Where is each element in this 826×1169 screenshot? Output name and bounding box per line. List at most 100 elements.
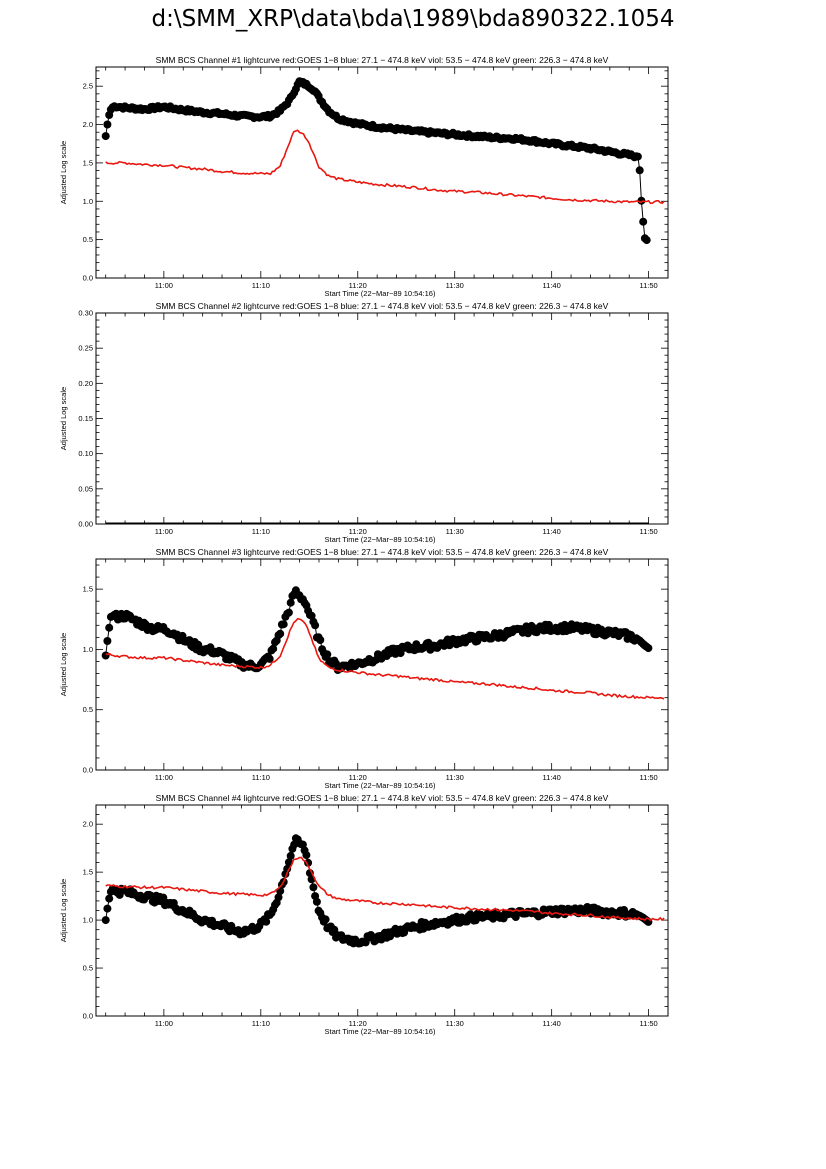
- data-point: [103, 904, 112, 913]
- y-axis-label: Adjusted Log scale: [59, 387, 68, 450]
- data-point: [103, 120, 112, 129]
- chart-title: SMM BCS Channel #2 lightcurve red:GOES 1…: [156, 301, 609, 311]
- x-tick-label: 11:50: [640, 527, 658, 536]
- x-tick-label: 11:30: [446, 281, 464, 290]
- plot-area: [101, 77, 665, 245]
- x-tick-label: 11:40: [543, 1019, 561, 1028]
- data-point: [284, 608, 293, 617]
- x-tick-label: 11:40: [543, 527, 561, 536]
- x-tick-label: 11:20: [349, 1019, 367, 1028]
- data-point: [283, 864, 292, 873]
- data-point: [323, 650, 332, 659]
- x-tick-label: 11:00: [155, 281, 173, 290]
- series-line: [105, 80, 648, 241]
- y-tick-label: 1.5: [83, 158, 93, 167]
- x-axis-label: Start Time (22−Mar−89 10:54:16): [325, 535, 436, 544]
- x-tick-label: 11:20: [349, 281, 367, 290]
- plot-frame: [95, 66, 669, 279]
- series-line: [105, 617, 665, 700]
- chart-panel-4: SMM BCS Channel #4 lightcurve red:GOES 1…: [59, 793, 669, 1036]
- y-tick-label: 1.0: [83, 645, 93, 654]
- data-point: [279, 620, 288, 629]
- y-tick-label: 2.0: [83, 120, 93, 129]
- data-point: [101, 916, 110, 925]
- data-point: [286, 598, 295, 607]
- x-tick-label: 11:10: [252, 773, 270, 782]
- x-tick-label: 11:10: [252, 1019, 270, 1028]
- data-point: [321, 915, 330, 924]
- y-tick-label: 0.5: [83, 964, 93, 973]
- y-tick-label: 0.25: [78, 344, 93, 353]
- x-tick-label: 11:50: [640, 773, 658, 782]
- x-tick-label: 11:30: [446, 527, 464, 536]
- x-tick-label: 11:30: [446, 1019, 464, 1028]
- x-tick-label: 11:50: [640, 1019, 658, 1028]
- data-point: [274, 893, 283, 902]
- data-point: [635, 166, 644, 175]
- chart-title: SMM BCS Channel #3 lightcurve red:GOES 1…: [156, 547, 609, 557]
- y-tick-label: 0.30: [78, 309, 93, 318]
- data-point: [262, 917, 271, 926]
- y-axis-label: Adjusted Log scale: [59, 633, 68, 696]
- x-tick-label: 11:40: [543, 773, 561, 782]
- data-point: [311, 621, 320, 630]
- y-tick-label: 1.5: [83, 585, 93, 594]
- data-point: [312, 897, 321, 906]
- data-point: [642, 236, 651, 245]
- data-point: [105, 623, 114, 632]
- data-point: [284, 858, 293, 867]
- data-point: [265, 654, 274, 663]
- chart-panel-3: SMM BCS Channel #3 lightcurve red:GOES 1…: [59, 547, 669, 790]
- plot-frame: [95, 558, 669, 771]
- y-tick-label: 1.0: [83, 916, 93, 925]
- plot-area: [101, 586, 665, 700]
- data-point: [276, 629, 285, 638]
- y-tick-label: 0.0: [83, 274, 93, 283]
- data-point: [302, 851, 311, 860]
- plot-frame: [95, 312, 669, 525]
- series-line: [105, 856, 665, 922]
- x-tick-label: 11:20: [349, 773, 367, 782]
- data-point: [309, 883, 318, 892]
- x-tick-label: 11:30: [446, 773, 464, 782]
- data-point: [101, 651, 110, 660]
- data-point: [105, 894, 114, 903]
- y-tick-label: 2.5: [83, 82, 93, 91]
- x-tick-label: 11:50: [640, 281, 658, 290]
- x-axis-label: Start Time (22−Mar−89 10:54:16): [325, 289, 436, 298]
- y-tick-label: 0.5: [83, 705, 93, 714]
- y-tick-label: 0.00: [78, 520, 93, 529]
- y-tick-label: 1.5: [83, 868, 93, 877]
- data-point: [101, 132, 110, 141]
- x-tick-label: 11:10: [252, 527, 270, 536]
- chart-title: SMM BCS Channel #4 lightcurve red:GOES 1…: [156, 793, 609, 803]
- y-tick-label: 2.0: [83, 820, 93, 829]
- data-point: [316, 636, 325, 644]
- chart-title: SMM BCS Channel #1 lightcurve red:GOES 1…: [156, 55, 609, 65]
- data-point: [473, 637, 482, 646]
- data-point: [637, 196, 646, 205]
- page-title: d:\SMM_XRP\data\bda\1989\bda890322.1054: [151, 6, 675, 32]
- x-tick-label: 11:10: [252, 281, 270, 290]
- data-point: [269, 644, 278, 653]
- y-axis-label: Adjusted Log scale: [59, 879, 68, 942]
- x-axis-label: Start Time (22−Mar−89 10:54:16): [325, 1027, 436, 1036]
- y-tick-label: 0.5: [83, 235, 93, 244]
- y-axis-label: Adjusted Log scale: [59, 141, 68, 204]
- x-tick-label: 11:00: [155, 527, 173, 536]
- data-point: [633, 152, 642, 161]
- x-tick-label: 11:00: [155, 1019, 173, 1028]
- y-tick-label: 0.10: [78, 449, 93, 458]
- plot-area: [101, 834, 665, 948]
- x-tick-label: 11:00: [155, 773, 173, 782]
- y-tick-label: 0.0: [83, 1012, 93, 1021]
- chart-panel-2: SMM BCS Channel #2 lightcurve red:GOES 1…: [59, 301, 669, 544]
- y-tick-label: 0.0: [83, 766, 93, 775]
- data-point: [644, 644, 653, 653]
- y-tick-label: 0.15: [78, 414, 93, 423]
- data-point: [286, 851, 295, 860]
- data-point: [103, 637, 112, 645]
- chart-panel-1: SMM BCS Channel #1 lightcurve red:GOES 1…: [59, 55, 669, 298]
- x-tick-label: 11:20: [349, 527, 367, 536]
